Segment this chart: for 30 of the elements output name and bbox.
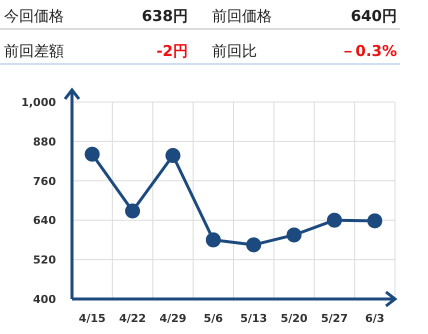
text: －0.3% [340,42,397,60]
x-tick-label: 4/15 [78,312,106,325]
x-tick-label: 6/3 [365,312,384,325]
y-tick-label: 640 [33,214,56,228]
text: 640円 [350,7,397,25]
point [367,213,382,228]
text: 今回価格 [4,7,64,25]
point [286,227,302,242]
point [206,232,221,248]
x-tick-label: 4/29 [159,312,186,325]
text: 前回価格 [212,7,272,25]
text: 638円 [142,7,188,25]
x-tick-label: 5/13 [240,312,268,325]
y-tick-label: 880 [33,135,56,148]
y-tick-label: 1,000 [21,96,56,109]
point [326,212,342,228]
y-tick-label: 400 [33,293,56,306]
point [125,204,140,219]
text: 前回差額 [4,42,64,60]
point [165,148,180,164]
text: -2円 [156,42,188,60]
text: 前回比 [212,42,257,60]
y-tick-label: 760 [33,174,56,188]
x-tick-label: 5/20 [280,312,308,325]
x-tick-label: 5/27 [320,312,348,325]
x-tick-label: 5/6 [204,312,224,325]
point [246,237,262,252]
y-tick-label: 520 [33,254,56,267]
x-tick-label: 4/22 [119,312,146,325]
point [84,146,100,162]
